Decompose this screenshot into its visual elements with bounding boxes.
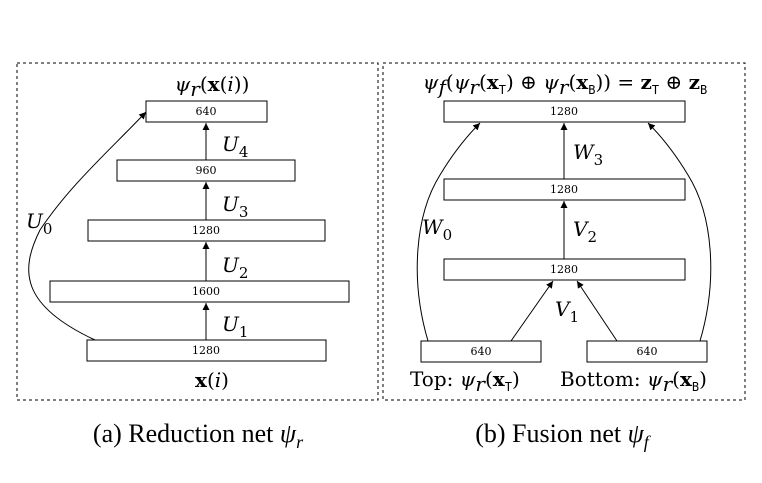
fusion-layer-output (443, 100, 686, 123)
fusion-input-bottom (586, 340, 708, 363)
edge-label-u1: U1 (222, 312, 248, 341)
edge-label-w3: W3 (573, 140, 603, 169)
edge-label-v2: V2 (573, 217, 597, 246)
reduction-layer-960-label: 960 (196, 164, 217, 177)
fusion-layer-output-label: 1280 (550, 105, 578, 118)
fusion-arrow-v1-bottom (576, 280, 618, 342)
edge-label-v1: V1 (555, 297, 579, 326)
fusion-layer-first-label: 1280 (550, 263, 578, 276)
reduction-net-caption: (a) Reduction net ψr (93, 419, 304, 452)
fusion-output-label: ψf(ψr(xT) ⊕ ψr(xB)) = zT ⊕ zB (423, 70, 707, 99)
reduction-output-label: ψr(x(i)) (175, 72, 250, 101)
fusion-layer-middle-label: 1280 (550, 183, 578, 196)
edge-label-u0: U0 (26, 209, 52, 238)
fusion-skip-arrow-top (416, 122, 481, 342)
fusion-net-panel (382, 62, 746, 401)
edge-label-u4: U4 (222, 132, 248, 161)
reduction-layer-1280-top-label: 1280 (192, 224, 220, 237)
edge-label-w0: W0 (422, 215, 452, 244)
reduction-layer-1600 (49, 280, 350, 303)
fusion-input-top-label: 640 (471, 345, 492, 358)
fusion-input-top (420, 340, 542, 363)
reduction-input-label: x(i) (195, 368, 229, 392)
edge-label-u2: U2 (222, 253, 248, 282)
fusion-input-bottom-caption: Bottom: ψr(xB) (560, 367, 707, 396)
fusion-net-caption: (b) Fusion net ψf (475, 419, 652, 452)
fusion-input-top-caption: Top: ψr(xT) (410, 367, 520, 396)
reduction-skip-arrow-u0 (28, 111, 147, 341)
fusion-input-bottom-label: 640 (637, 345, 658, 358)
edge-label-u3: U3 (222, 192, 248, 221)
reduction-layer-640 (145, 100, 268, 123)
fusion-arrow-v1-top (510, 280, 554, 342)
reduction-layer-1280-input-label: 1280 (192, 344, 220, 357)
fusion-skip-arrow-bottom (647, 122, 712, 342)
reduction-layer-1600-label: 1600 (192, 285, 220, 298)
reduction-net-panel (16, 62, 379, 401)
reduction-layer-640-label: 640 (196, 105, 217, 118)
